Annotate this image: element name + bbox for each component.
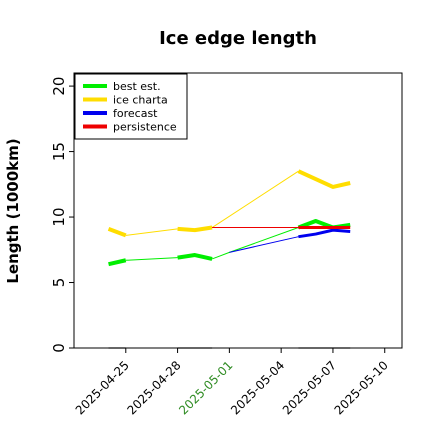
y-tick-label: 10 [50,208,68,227]
legend-label: best est. [113,80,161,93]
series-line [211,170,299,228]
legend-label: persistence [113,121,177,134]
x-tick-label: 2025-05-10 [332,358,391,417]
series-line [108,258,127,267]
x-tick-label: 2025-05-01 [176,358,235,417]
legend-label: forecast [113,107,158,120]
series-line [211,227,299,260]
x-tick-label: 2025-05-04 [228,358,287,417]
plot-frame [73,72,403,349]
y-tick-label: 0 [50,343,68,353]
series-line [298,228,351,239]
chart-title: Ice edge length [159,28,317,49]
series-line [229,236,299,253]
series-line [107,226,127,238]
y-axis-label: Length (1000km) [4,138,22,283]
series-line [177,253,213,261]
y-tick-label: 5 [50,278,68,288]
x-tick-label: 2025-04-28 [124,358,183,417]
series-line [297,169,351,189]
y-tick-label: 15 [50,142,68,161]
x-tick-label: 2025-04-25 [73,358,132,417]
y-tick-label: 20 [50,77,68,96]
legend-label: ice charta [113,94,168,107]
x-tick-label: 2025-05-07 [280,358,339,417]
series-line [177,225,213,233]
series-line [125,257,178,261]
series-line [125,228,178,236]
